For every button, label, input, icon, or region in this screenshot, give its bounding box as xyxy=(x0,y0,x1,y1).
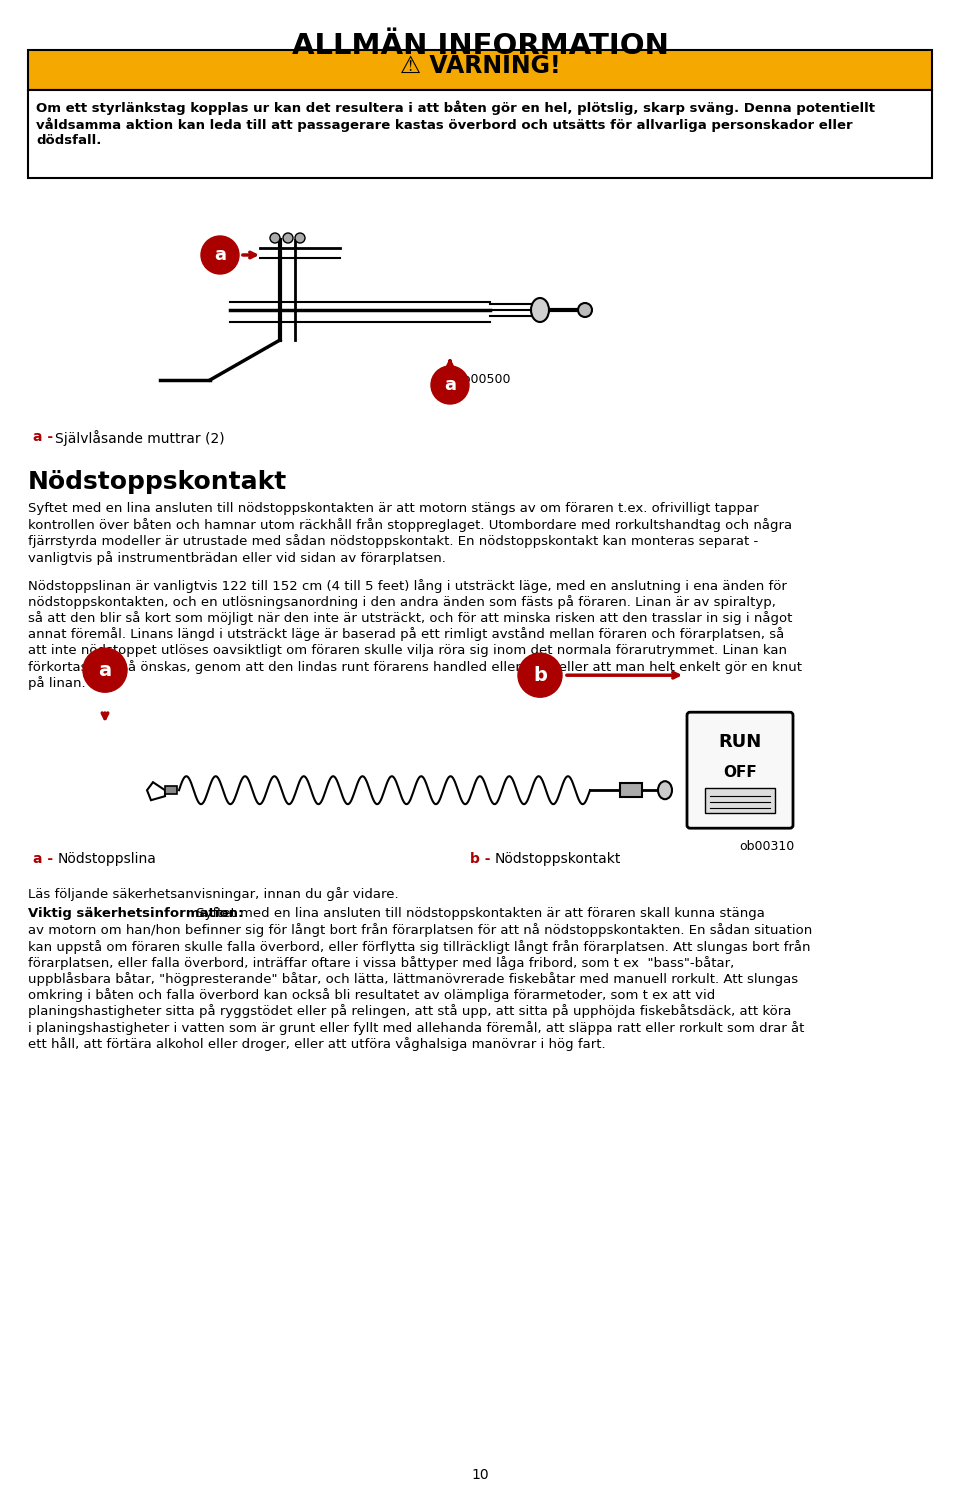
Text: Nödstoppslinan är vanligtvis 122 till 152 cm (4 till 5 feet) lång i utsträckt lä: Nödstoppslinan är vanligtvis 122 till 15… xyxy=(28,578,787,593)
Text: nödstoppskontakten, och en utlösningsanordning i den andra änden som fästs på fö: nödstoppskontakten, och en utlösningsano… xyxy=(28,595,776,610)
Text: omkring i båten och falla överbord kan också bli resultatet av olämpliga förarme: omkring i båten och falla överbord kan o… xyxy=(28,988,715,1002)
Text: ob00310: ob00310 xyxy=(740,840,795,853)
Circle shape xyxy=(83,648,127,692)
Text: så att den blir så kort som möjligt när den inte är utsträckt, och för att minsk: så att den blir så kort som möjligt när … xyxy=(28,611,792,624)
Text: 10: 10 xyxy=(471,1469,489,1482)
Ellipse shape xyxy=(283,233,293,244)
Bar xyxy=(28,90,932,178)
Text: OFF: OFF xyxy=(723,765,756,780)
Text: ett håll, att förtära alkohol eller droger, eller att utföra våghalsiga manövrar: ett håll, att förtära alkohol eller drog… xyxy=(28,1037,606,1050)
Text: Läs följande säkerhetsanvisningar, innan du går vidare.: Läs följande säkerhetsanvisningar, innan… xyxy=(28,887,398,901)
Bar xyxy=(705,789,775,813)
Text: kontrollen över båten och hamnar utom räckhåll från stoppreglaget. Utombordare m: kontrollen över båten och hamnar utom rä… xyxy=(28,518,792,532)
Text: a -: a - xyxy=(33,430,53,444)
Text: Om ett styrlänkstag kopplas ur kan det resultera i att båten gör en hel, plötsli: Om ett styrlänkstag kopplas ur kan det r… xyxy=(36,100,875,115)
Bar xyxy=(165,786,177,795)
Text: Nödstoppskontakt: Nödstoppskontakt xyxy=(495,852,621,867)
Text: fjärrstyrda modeller är utrustade med sådan nödstoppskontakt. En nödstoppskontak: fjärrstyrda modeller är utrustade med så… xyxy=(28,535,758,548)
Text: a: a xyxy=(99,660,111,680)
Text: RUN: RUN xyxy=(718,734,761,751)
Text: a: a xyxy=(444,376,456,394)
Text: Syftet med en lina ansluten till nödstoppskontakten är att motorn stängs av om f: Syftet med en lina ansluten till nödstop… xyxy=(28,502,758,515)
Text: planingshastigheter sitta på ryggstödet eller på relingen, att stå upp, att sitt: planingshastigheter sitta på ryggstödet … xyxy=(28,1004,791,1019)
Text: Syftet med en lina ansluten till nödstoppskontakten är att föraren skall kunna s: Syftet med en lina ansluten till nödstop… xyxy=(192,907,765,920)
Text: b: b xyxy=(533,666,547,684)
Ellipse shape xyxy=(295,233,305,244)
Text: annat föremål. Linans längd i utsträckt läge är baserad på ett rimligt avstånd m: annat föremål. Linans längd i utsträckt … xyxy=(28,627,784,641)
Circle shape xyxy=(431,366,469,403)
Text: ALLMÄN INFORMATION: ALLMÄN INFORMATION xyxy=(292,31,668,60)
Text: förkortas, om så önskas, genom att den lindas runt förarens handled eller ben, e: förkortas, om så önskas, genom att den l… xyxy=(28,660,802,674)
Text: förarplatsen, eller falla överbord, inträffar oftare i vissa båttyper med låga f: förarplatsen, eller falla överbord, intr… xyxy=(28,956,734,970)
Text: vanligtvis på instrumentbrädan eller vid sidan av förarplatsen.: vanligtvis på instrumentbrädan eller vid… xyxy=(28,551,445,565)
Text: ⚠ VARNING!: ⚠ VARNING! xyxy=(399,54,561,78)
Circle shape xyxy=(201,236,239,273)
Ellipse shape xyxy=(578,303,592,317)
Ellipse shape xyxy=(658,781,672,799)
Circle shape xyxy=(518,653,562,698)
Text: Nödstoppskontakt: Nödstoppskontakt xyxy=(28,471,287,495)
Text: på linan.: på linan. xyxy=(28,675,85,690)
Text: Nödstoppslina: Nödstoppslina xyxy=(58,852,156,867)
Bar xyxy=(130,196,610,409)
Text: Självlåsande muttrar (2): Självlåsande muttrar (2) xyxy=(55,430,225,445)
Bar xyxy=(28,49,932,90)
Bar xyxy=(620,783,642,798)
FancyBboxPatch shape xyxy=(687,713,793,828)
Text: att inte nödstoppet utlöses oavsiktligt om föraren skulle vilja röra sig inom de: att inte nödstoppet utlöses oavsiktligt … xyxy=(28,644,787,656)
Text: uppblåsbara båtar, "högpresterande" båtar, och lätta, lättmanövrerade fiskebåtar: uppblåsbara båtar, "högpresterande" båta… xyxy=(28,973,798,986)
Text: b -: b - xyxy=(470,852,491,867)
Text: a -: a - xyxy=(33,852,53,867)
Text: kan uppstå om föraren skulle falla överbord, eller förflytta sig tillräckligt lå: kan uppstå om föraren skulle falla överb… xyxy=(28,940,810,953)
Text: våldsamma aktion kan leda till att passagerare kastas överbord och utsätts för a: våldsamma aktion kan leda till att passa… xyxy=(36,117,852,131)
Text: i planingshastigheter i vatten som är grunt eller fyllt med allehanda föremål, a: i planingshastigheter i vatten som är gr… xyxy=(28,1020,804,1034)
Text: dödsfall.: dödsfall. xyxy=(36,134,102,146)
Ellipse shape xyxy=(531,297,549,323)
Text: av motorn om han/hon befinner sig för långt bort från förarplatsen för att nå nö: av motorn om han/hon befinner sig för lå… xyxy=(28,923,812,937)
Text: ob00500: ob00500 xyxy=(455,374,511,385)
Text: a: a xyxy=(214,247,226,264)
Text: Viktig säkerhetsinformation:: Viktig säkerhetsinformation: xyxy=(28,907,244,920)
Ellipse shape xyxy=(270,233,280,244)
